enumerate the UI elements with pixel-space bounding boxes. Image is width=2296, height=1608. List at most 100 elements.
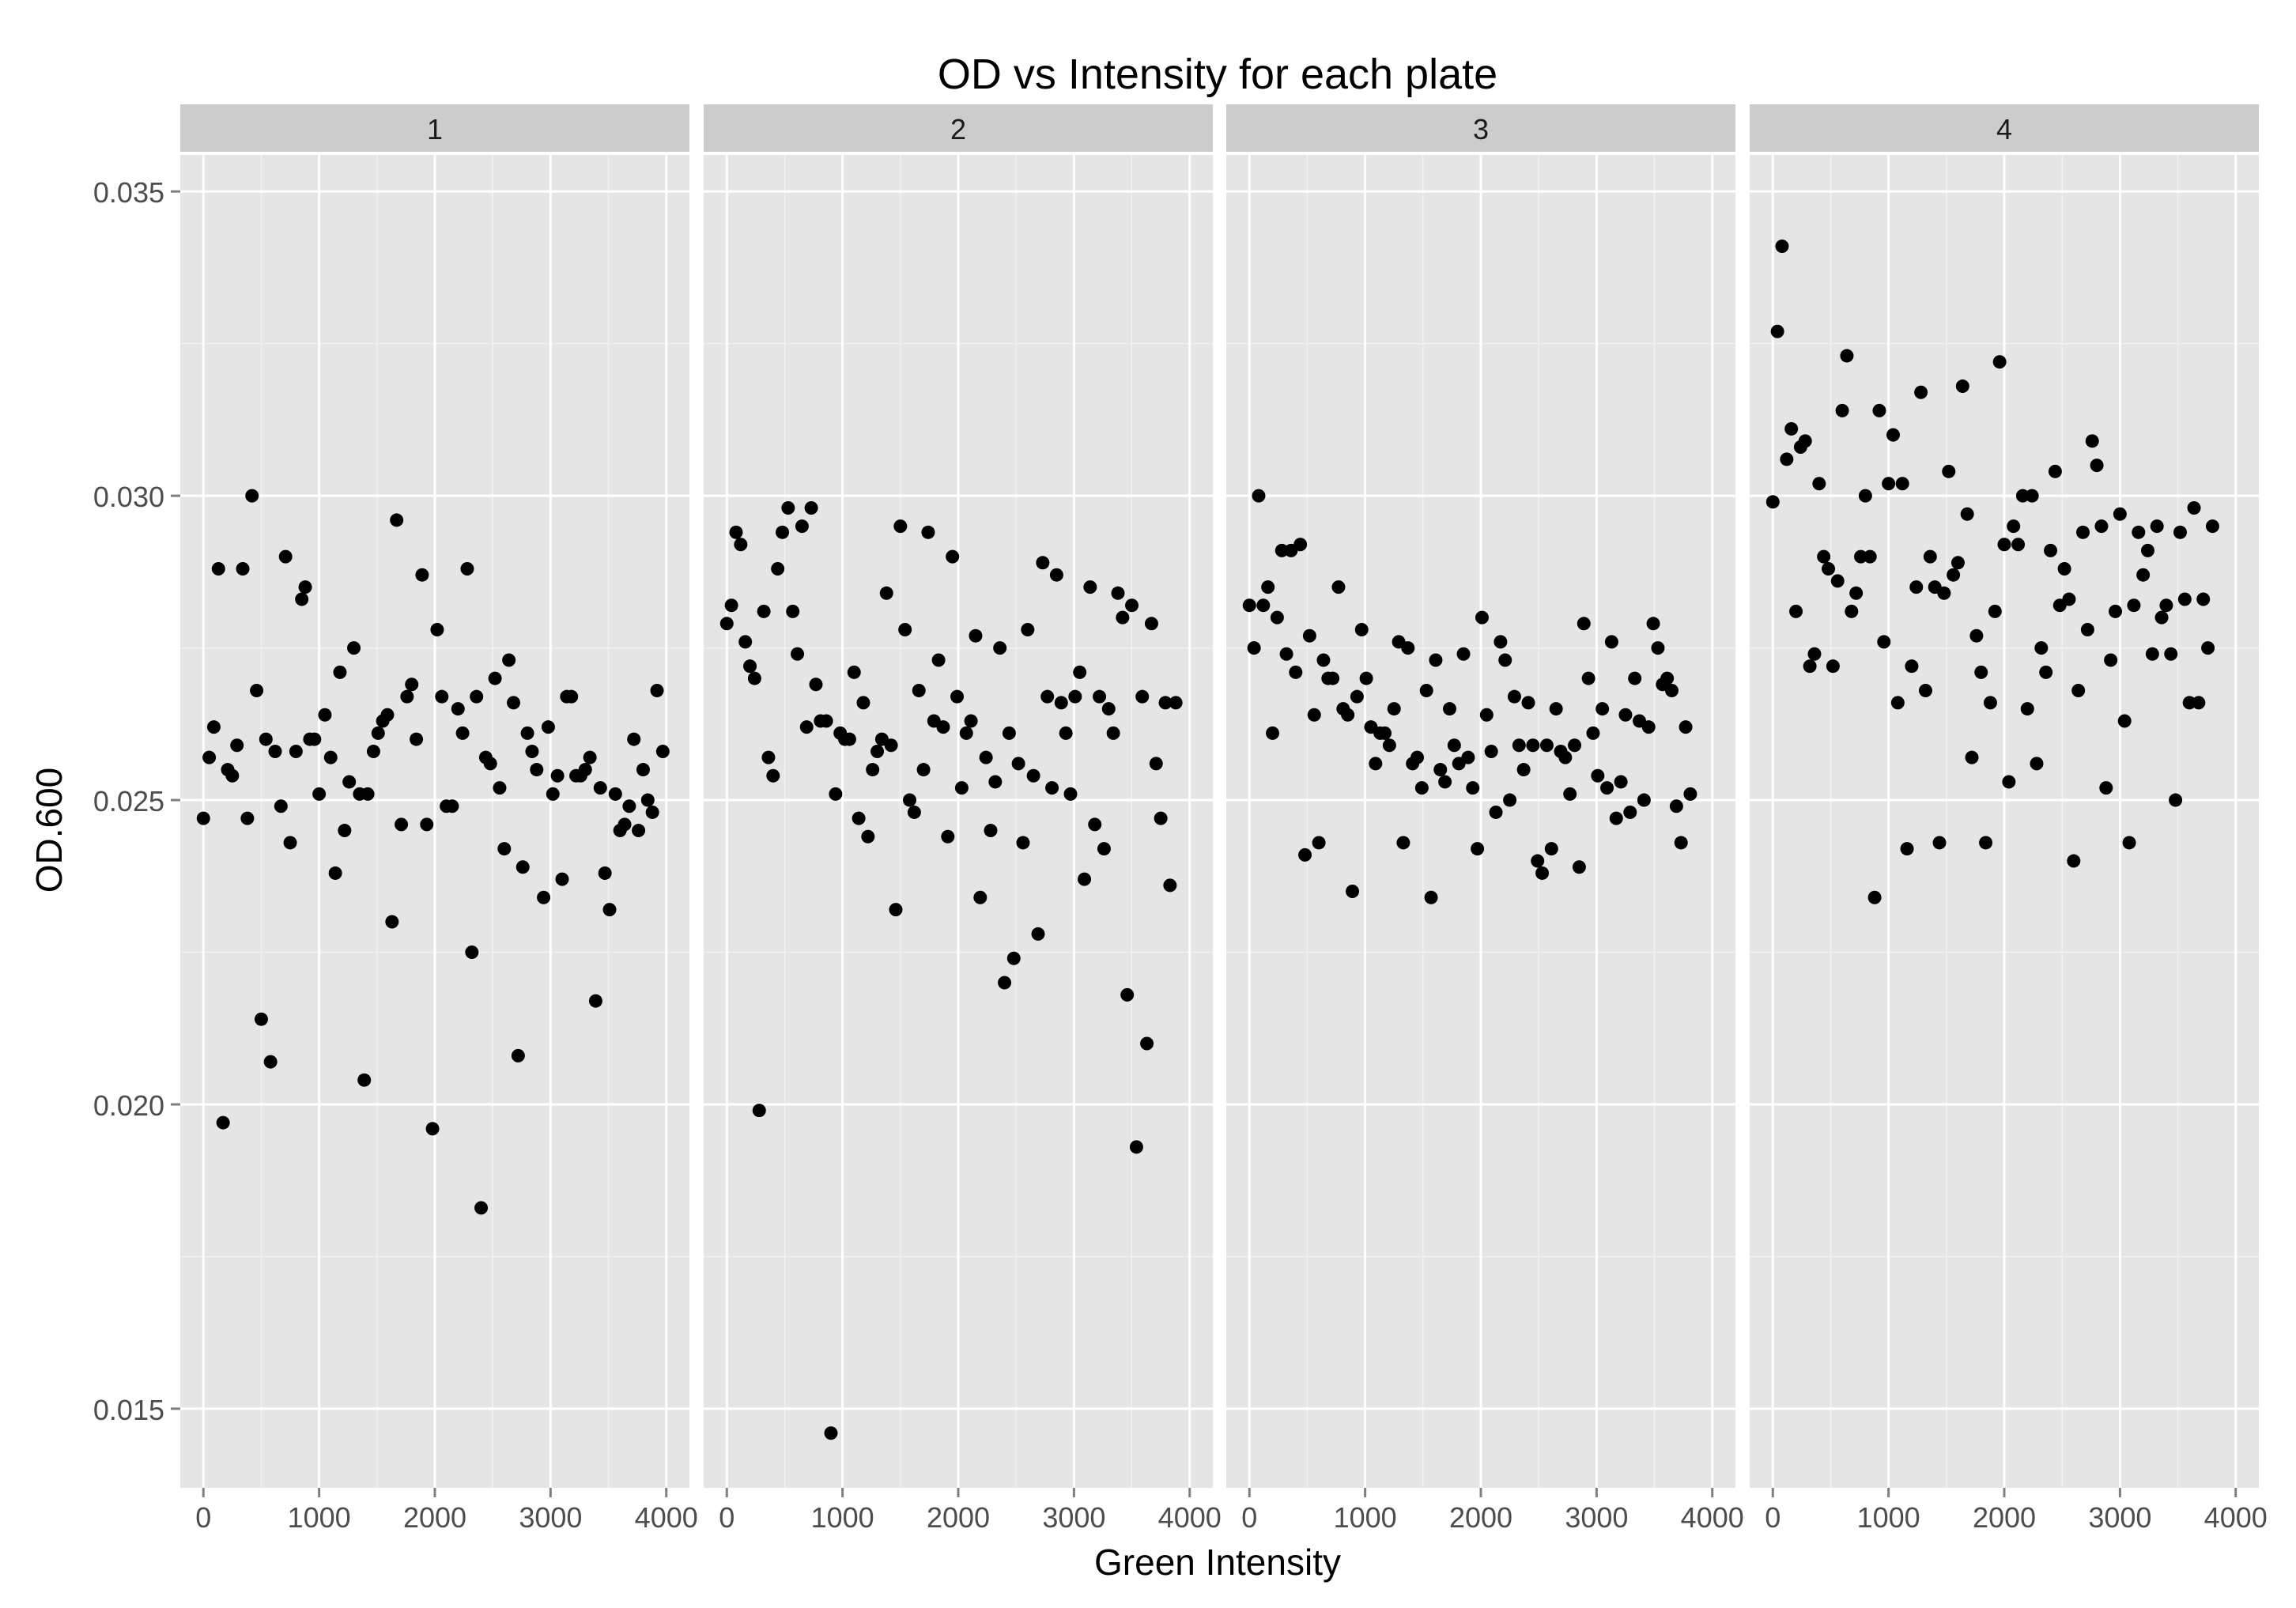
data-point xyxy=(921,525,935,539)
data-point xyxy=(1563,787,1577,801)
data-point xyxy=(268,744,282,758)
data-point xyxy=(2044,543,2058,557)
data-point xyxy=(1854,549,1868,564)
data-point xyxy=(1312,836,1326,850)
data-point xyxy=(1918,683,1932,697)
data-point xyxy=(488,671,502,685)
data-point xyxy=(530,763,544,777)
data-point xyxy=(645,805,659,819)
data-point xyxy=(791,647,805,661)
data-point xyxy=(1163,878,1177,893)
data-point xyxy=(824,1426,838,1440)
data-point xyxy=(1577,617,1591,631)
data-point xyxy=(283,836,297,850)
data-point xyxy=(425,1122,440,1136)
chart-title: OD vs Intensity for each plate xyxy=(938,51,1497,98)
x-tick-label: 1000 xyxy=(288,1501,351,1534)
data-point xyxy=(583,750,597,764)
data-point xyxy=(410,732,424,746)
data-point xyxy=(1531,854,1545,868)
data-point xyxy=(2164,647,2178,661)
data-point xyxy=(525,744,539,758)
data-point xyxy=(1158,696,1173,710)
data-point xyxy=(328,866,342,880)
data-point xyxy=(602,903,617,917)
data-point xyxy=(1135,689,1150,704)
data-point xyxy=(1618,708,1633,722)
data-point xyxy=(593,781,607,795)
data-point xyxy=(385,915,399,929)
data-point xyxy=(1886,428,1900,442)
data-point xyxy=(240,811,255,825)
data-point xyxy=(2094,519,2109,534)
data-point xyxy=(415,568,429,582)
data-point xyxy=(1770,324,1784,338)
data-point xyxy=(1341,708,1355,722)
data-point xyxy=(2076,525,2090,539)
data-point xyxy=(1369,757,1383,771)
data-point xyxy=(898,622,912,636)
data-point xyxy=(1466,781,1480,795)
data-point xyxy=(1623,805,1637,819)
x-tick-label: 2000 xyxy=(1973,1501,2036,1534)
data-point xyxy=(1083,580,1097,595)
x-tick-label: 4000 xyxy=(635,1501,698,1534)
data-point xyxy=(2159,598,2173,613)
data-point xyxy=(511,1048,525,1063)
data-point xyxy=(1298,847,1312,862)
data-point xyxy=(537,890,551,904)
data-point xyxy=(752,1104,766,1118)
data-point xyxy=(1002,726,1016,740)
x-tick-label: 4000 xyxy=(1681,1501,1744,1534)
data-point xyxy=(405,678,419,692)
data-point xyxy=(1863,549,1877,564)
data-point xyxy=(1140,1036,1154,1051)
data-point xyxy=(1242,598,1256,613)
data-point xyxy=(941,829,955,844)
data-point xyxy=(357,1073,372,1087)
data-point xyxy=(465,946,479,960)
data-point xyxy=(1503,793,1517,807)
data-point xyxy=(1558,750,1573,764)
data-point xyxy=(969,628,983,643)
facet-panel-1: 1 0 1000 2000 3000 4000 xyxy=(180,104,698,1534)
data-point xyxy=(655,744,670,758)
facet-strip xyxy=(1226,104,1735,152)
data-point xyxy=(1252,489,1266,503)
data-point xyxy=(236,562,250,576)
data-point xyxy=(1078,872,1092,886)
data-point xyxy=(2007,519,2021,534)
data-point xyxy=(1905,659,1919,674)
data-point xyxy=(1410,750,1424,764)
data-point xyxy=(1895,477,1909,491)
data-point xyxy=(1378,726,1392,740)
data-point xyxy=(2173,525,2187,539)
data-point xyxy=(2099,781,2113,795)
data-point xyxy=(799,720,814,734)
data-point xyxy=(2034,641,2049,655)
data-point xyxy=(455,726,470,740)
data-point xyxy=(338,824,352,838)
data-point xyxy=(617,817,632,832)
data-point xyxy=(1144,617,1158,631)
data-point xyxy=(1979,836,1993,850)
data-point xyxy=(1316,653,1331,667)
data-point xyxy=(1890,696,1905,710)
data-point xyxy=(1965,750,1979,764)
data-point xyxy=(451,702,465,716)
y-tick-label: 0.015 xyxy=(93,1394,164,1426)
data-point xyxy=(847,665,861,679)
data-point xyxy=(1983,696,1997,710)
data-point xyxy=(2154,610,2169,625)
data-point xyxy=(1581,671,1595,685)
data-point xyxy=(1026,768,1040,783)
x-axis-label: Green Intensity xyxy=(1094,1542,1341,1583)
data-point xyxy=(1401,641,1415,655)
data-point xyxy=(1807,647,1822,661)
data-point xyxy=(555,872,569,886)
data-point xyxy=(202,750,217,764)
data-point xyxy=(2057,562,2071,576)
data-point xyxy=(964,714,978,728)
data-point xyxy=(470,689,484,704)
